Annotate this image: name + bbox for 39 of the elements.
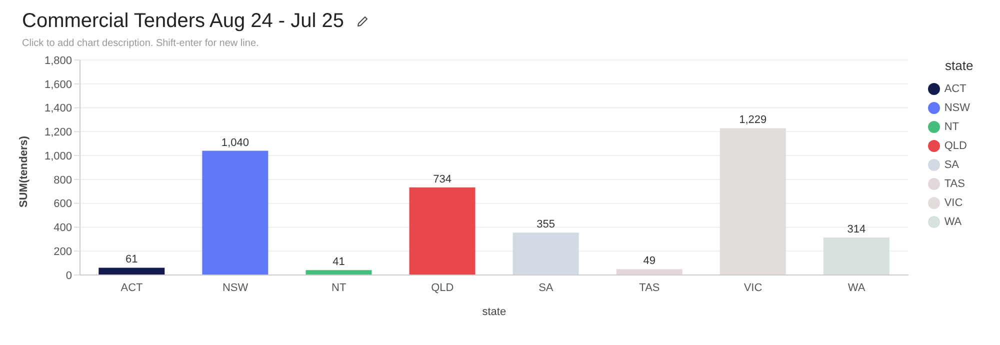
data-label: 355 <box>536 218 555 231</box>
x-tick-label: ACT <box>120 282 144 294</box>
data-label: 314 <box>847 223 866 236</box>
legend-label: ACT <box>944 83 966 95</box>
legend-label: VIC <box>944 197 963 209</box>
chart-subtitle: Click to add chart description. Shift-enter for new line. <box>22 38 259 49</box>
legend-label: QLD <box>944 140 967 152</box>
legend-label: WA <box>944 216 962 228</box>
y-axis-title: SUM(tenders) <box>18 136 30 208</box>
y-tick-label: 800 <box>54 174 72 186</box>
x-tick-label: SA <box>538 282 554 294</box>
legend-label: TAS <box>944 178 965 190</box>
x-axis-title: state <box>482 306 506 318</box>
y-tick-label: 0 <box>66 270 72 282</box>
y-tick-label: 400 <box>54 222 72 234</box>
y-tick-label: 1,200 <box>44 126 72 139</box>
data-label: 734 <box>433 173 452 186</box>
y-tick-label: 600 <box>54 198 72 210</box>
x-tick-label: WA <box>848 282 866 294</box>
legend-label: NSW <box>944 102 970 114</box>
legend-title: state <box>945 58 974 73</box>
data-label: 41 <box>332 256 345 268</box>
data-label: 61 <box>126 254 138 266</box>
legend-label: NT <box>944 121 959 133</box>
data-label: 1,229 <box>739 114 767 126</box>
x-tick-label: NSW <box>222 282 249 294</box>
y-tick-label: 1,400 <box>44 102 72 115</box>
y-tick-label: 1,800 <box>44 54 72 67</box>
y-tick-label: 1,000 <box>44 150 72 162</box>
x-tick-label: VIC <box>744 282 762 294</box>
legend-label: SA <box>944 159 960 171</box>
y-tick-label: 1,600 <box>44 78 72 91</box>
x-tick-label: NT <box>332 282 346 294</box>
x-tick-label: TAS <box>639 282 660 294</box>
y-tick-label: 200 <box>54 246 72 258</box>
data-label: 49 <box>643 255 656 268</box>
x-tick-label: QLD <box>431 282 454 294</box>
chart-title: Commercial Tenders Aug 24 - Jul 25 <box>22 10 344 33</box>
data-label: 1,040 <box>221 136 249 149</box>
